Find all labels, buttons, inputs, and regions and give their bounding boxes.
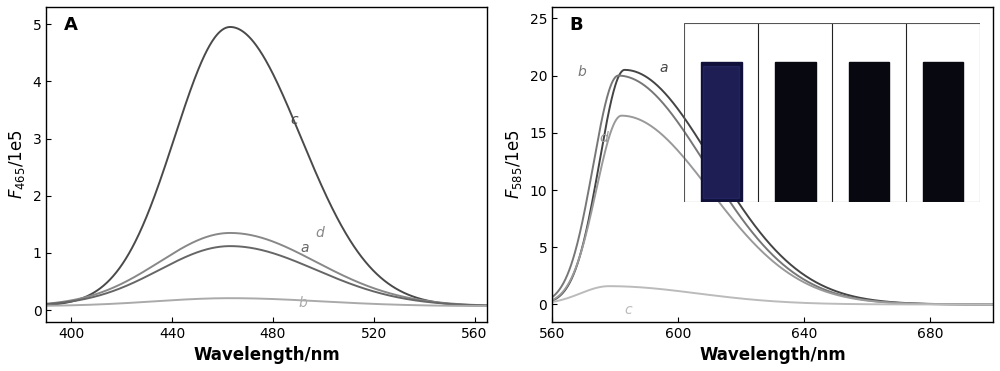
Text: b: b: [298, 296, 307, 310]
Y-axis label: $F_{585}$/1e5: $F_{585}$/1e5: [504, 129, 524, 199]
Text: d: d: [316, 226, 325, 240]
Text: B: B: [570, 16, 583, 35]
Text: b: b: [577, 65, 586, 79]
X-axis label: Wavelength/nm: Wavelength/nm: [699, 346, 846, 364]
Text: a: a: [659, 61, 668, 75]
Text: c: c: [625, 303, 632, 316]
X-axis label: Wavelength/nm: Wavelength/nm: [193, 346, 340, 364]
Text: a: a: [301, 241, 309, 255]
Text: c: c: [291, 113, 298, 127]
Text: A: A: [64, 16, 78, 35]
Text: d: d: [599, 131, 608, 145]
Y-axis label: $F_{465}$/1e5: $F_{465}$/1e5: [7, 129, 27, 199]
